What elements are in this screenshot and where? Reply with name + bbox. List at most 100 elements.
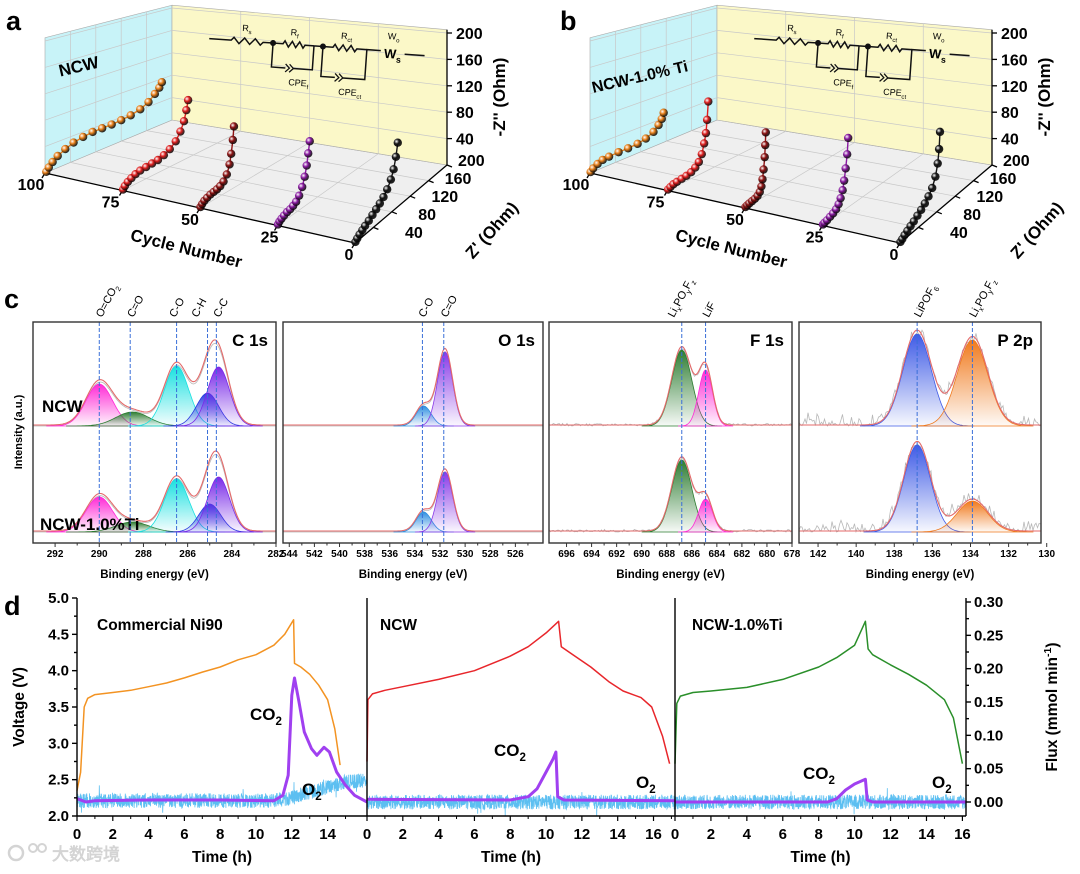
plot-frame	[32, 321, 277, 544]
data-point	[633, 139, 642, 148]
data-point	[694, 157, 704, 167]
x-tick-label: 284	[223, 549, 240, 560]
x-tick-label: 6	[470, 826, 478, 843]
co2-label: CO2	[494, 741, 526, 764]
text-part: z	[990, 279, 1000, 287]
grid-line	[822, 153, 924, 226]
y-axis-title: Z' (Ohm)	[462, 198, 522, 262]
grid-line	[589, 52, 718, 95]
x-tick-label: 12	[574, 826, 591, 843]
z-tick-label: 120	[456, 79, 483, 96]
text-part: W	[929, 46, 943, 62]
data-point	[697, 149, 706, 159]
envelope-curve	[33, 450, 276, 532]
data-point	[379, 192, 388, 202]
reference-label: LixPOyFz	[967, 276, 1000, 320]
y-tick-label: 40	[950, 225, 968, 242]
left-tick-label: 3.5	[48, 699, 69, 716]
axis-line	[373, 226, 379, 231]
x-tick-label: 4	[743, 826, 752, 843]
x-tick-label: 2	[399, 826, 407, 843]
x-tick-label: 282	[268, 549, 285, 560]
circuit-node	[319, 43, 326, 50]
axis-line	[391, 211, 398, 215]
x-tick-label: 6	[180, 826, 188, 843]
x-tick-label: 288	[135, 549, 152, 560]
data-point	[604, 152, 614, 161]
fitted-peak	[414, 351, 476, 427]
data-point	[165, 144, 174, 154]
x-axis-title: Cycle Number	[129, 226, 245, 272]
text-part: ct	[347, 37, 353, 44]
data-point	[839, 176, 849, 185]
text-part: 2	[945, 784, 951, 796]
circuit-label-rf: Rf	[290, 27, 299, 40]
axis-line	[936, 211, 943, 215]
subplot-title: NCW	[380, 617, 417, 634]
data-point	[171, 137, 180, 146]
x-tick-label: 10	[846, 826, 863, 843]
left-axis-title: Voltage (V)	[11, 667, 28, 747]
text-part: C-O	[167, 296, 187, 320]
text-part: CO	[494, 741, 520, 760]
text-part: 2	[276, 716, 282, 728]
x-tick-label: 0	[890, 247, 899, 264]
plot-area	[799, 329, 1041, 534]
data-point	[136, 105, 145, 114]
grid-line	[44, 7, 173, 42]
text-part: Flux (mmol min	[1044, 657, 1061, 772]
x-tick-label: 25	[261, 230, 279, 247]
data-point	[294, 191, 304, 200]
grid-line	[589, 97, 718, 147]
o2-flux-curve	[76, 773, 368, 813]
left-tick-label: 2.0	[48, 808, 69, 825]
y-tick-label: 160	[445, 171, 472, 188]
data-point	[760, 152, 769, 162]
text-part: R	[886, 31, 894, 41]
reference-label-group: C-O	[167, 296, 187, 320]
y-tick-label: 120	[977, 189, 1004, 206]
x-tick-label: 4	[434, 826, 443, 843]
data-point	[934, 144, 944, 154]
axis-line	[899, 164, 993, 244]
text-part: LiF	[701, 300, 719, 319]
circuit-label-rct: Rct	[341, 31, 353, 44]
envelope-curve	[799, 440, 1041, 532]
text-part: C=O	[439, 293, 461, 319]
data-point	[304, 149, 313, 158]
z-axis-title: -Z'' (Ohm)	[1035, 58, 1054, 137]
envelope-curve	[549, 456, 792, 532]
x-tick-label: 8	[506, 826, 514, 843]
data-point	[843, 133, 853, 143]
x-tick-label: 542	[306, 549, 323, 560]
x-axis-title: Binding energy (eV)	[616, 569, 725, 581]
circuit-label-cpef: CPEf	[833, 77, 854, 91]
data-point	[838, 185, 847, 195]
z-tick-label: 200	[1001, 26, 1028, 43]
reference-label-group: C=O	[439, 293, 461, 319]
x-tick-label: 130	[1038, 549, 1055, 560]
text-part: 6	[932, 285, 942, 293]
data-point	[836, 193, 845, 203]
data-point	[702, 115, 712, 125]
data-point	[305, 137, 314, 146]
x-tick-label: 544	[281, 549, 298, 560]
right-tick-label: 0.30	[974, 594, 1003, 611]
data-point	[157, 78, 167, 87]
watermark-logo	[7, 843, 47, 862]
data-point	[933, 159, 942, 168]
right-tick-label: 0.20	[974, 661, 1003, 678]
right-tick-label: 0.10	[974, 727, 1003, 744]
grid-line	[744, 142, 855, 209]
data-point	[393, 138, 402, 147]
subplot-title: F 1s	[750, 331, 784, 350]
x-tick-label: 132	[1000, 549, 1017, 560]
text-part: CO	[250, 705, 276, 724]
text-part: f	[306, 84, 308, 91]
data-point	[48, 157, 57, 167]
x-tick-label: 286	[179, 549, 196, 560]
data-point	[300, 172, 309, 181]
text-part: s	[396, 55, 402, 65]
data-point	[623, 144, 633, 153]
